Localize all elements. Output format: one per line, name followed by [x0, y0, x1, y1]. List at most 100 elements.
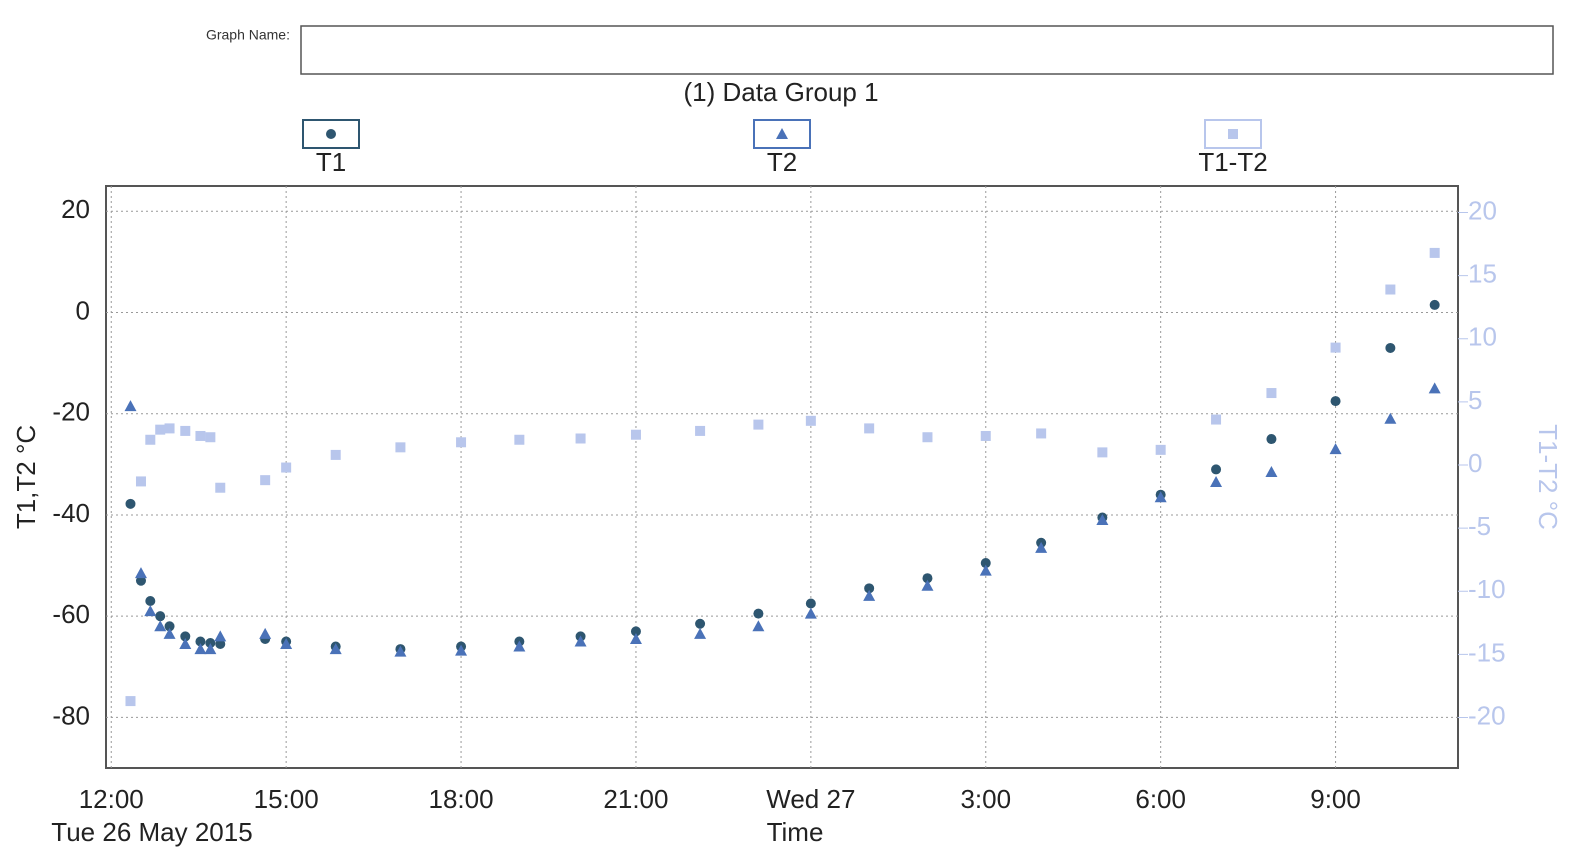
point	[215, 482, 226, 493]
point	[259, 627, 272, 639]
y-tick-label: -60	[52, 599, 90, 629]
point	[980, 430, 991, 441]
point	[205, 637, 216, 648]
point	[164, 621, 175, 632]
point	[329, 643, 342, 655]
point	[805, 415, 816, 426]
point	[134, 567, 147, 579]
point	[1429, 299, 1440, 310]
point	[575, 433, 586, 444]
point	[629, 632, 642, 644]
x-tick-label: 18:00	[429, 784, 494, 814]
point	[1428, 382, 1441, 394]
point	[195, 430, 206, 441]
point	[1385, 342, 1396, 353]
point	[394, 645, 407, 657]
point	[144, 605, 157, 617]
point	[124, 400, 137, 412]
point	[180, 631, 191, 642]
point	[1096, 514, 1109, 526]
point	[1155, 444, 1166, 455]
legend-label: T1-T2	[1198, 147, 1267, 177]
point	[1330, 342, 1341, 353]
point	[513, 640, 526, 652]
point	[155, 424, 166, 435]
x-tick-label: 9:00	[1310, 784, 1361, 814]
point	[215, 639, 226, 650]
point	[921, 579, 934, 591]
point	[455, 644, 468, 656]
x-axis-sublabel: Tue 26 May 2015	[51, 817, 252, 847]
point	[1210, 476, 1223, 488]
point	[1265, 465, 1278, 477]
point	[195, 636, 206, 647]
point	[205, 432, 216, 443]
y-axis-title: T1,T2 °C	[11, 425, 41, 529]
y-tick-label: -80	[52, 700, 90, 730]
point	[805, 598, 816, 609]
legend-marker	[776, 128, 788, 139]
point	[164, 423, 175, 434]
point	[804, 607, 817, 619]
point	[979, 564, 992, 576]
legend-label: T2	[767, 147, 797, 177]
x-tick-label: Wed 27	[766, 784, 855, 814]
point	[630, 429, 641, 440]
point	[1384, 412, 1397, 424]
point	[154, 620, 167, 632]
y-tick-label: 0	[76, 295, 90, 325]
y2-tick-label: 10	[1468, 322, 1497, 352]
y-tick-label: -40	[52, 498, 90, 528]
point	[514, 434, 525, 445]
point	[753, 419, 764, 430]
y2-tick-label: 0	[1468, 448, 1482, 478]
point	[1154, 491, 1167, 503]
point	[125, 498, 136, 509]
point	[395, 442, 406, 453]
point	[1035, 541, 1048, 553]
y2-tick-label: -10	[1468, 574, 1506, 604]
y-tick-label: 20	[61, 194, 90, 224]
point	[752, 620, 765, 632]
graph-name-input[interactable]	[300, 25, 1554, 75]
point	[695, 618, 706, 629]
y2-axis-title: T1-T2 °C	[1533, 424, 1563, 530]
point	[135, 476, 146, 487]
point	[1266, 388, 1277, 399]
point	[1097, 447, 1108, 458]
point	[280, 638, 293, 650]
point	[864, 583, 875, 594]
point	[260, 475, 271, 486]
point	[753, 608, 764, 619]
point	[1329, 443, 1342, 455]
point	[980, 558, 991, 569]
y2-tick-label: 20	[1468, 195, 1497, 225]
point	[163, 627, 176, 639]
point	[179, 638, 192, 650]
point	[330, 449, 341, 460]
point	[1429, 247, 1440, 258]
legend-box	[302, 119, 360, 149]
point	[694, 627, 707, 639]
point	[1211, 464, 1222, 475]
point	[194, 643, 207, 655]
point	[863, 589, 876, 601]
point	[281, 462, 292, 473]
x-tick-label: 15:00	[254, 784, 319, 814]
x-tick-label: 21:00	[603, 784, 668, 814]
point	[630, 626, 641, 637]
y2-tick-label: -20	[1468, 700, 1506, 730]
point	[125, 696, 136, 707]
y2-tick-label: 15	[1468, 259, 1497, 289]
legend-marker	[326, 129, 336, 139]
point	[695, 425, 706, 436]
graph-name-label: Graph Name:	[206, 27, 290, 43]
point	[204, 643, 217, 655]
y2-tick-label: -5	[1468, 511, 1491, 541]
x-axis-title: Time	[767, 817, 824, 847]
point	[180, 425, 191, 436]
point	[1330, 396, 1341, 407]
point	[574, 635, 587, 647]
point	[1036, 428, 1047, 439]
